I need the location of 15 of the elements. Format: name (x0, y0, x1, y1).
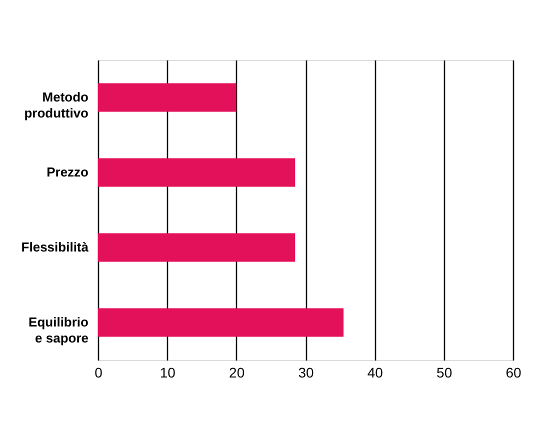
bar (98, 233, 296, 262)
y-tick-label: Metodo produttivo (24, 90, 89, 120)
y-tick-label: Prezzo (46, 164, 89, 180)
y-tick-label: Flessibilità (21, 240, 90, 254)
x-tick-label: 10 (160, 364, 176, 380)
x-tick-label: 0 (94, 364, 103, 380)
bar (98, 308, 344, 337)
x-tick-label: 60 (506, 364, 522, 380)
bar (98, 158, 296, 187)
x-tick-label: 30 (298, 364, 314, 380)
x-tick-label: 50 (436, 364, 452, 380)
x-tick-label: 20 (229, 364, 245, 380)
y-tick-label: Equilibrio e sapore (28, 314, 89, 346)
bar (98, 83, 236, 112)
x-tick-label: 40 (367, 364, 384, 380)
